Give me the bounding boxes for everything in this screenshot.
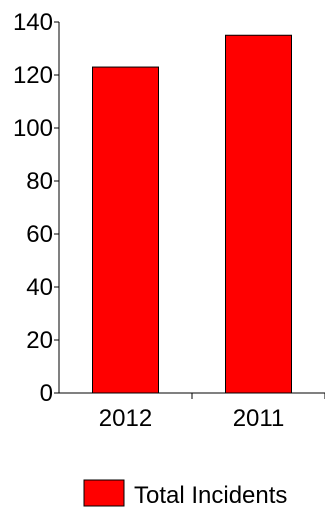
x-tick-label: 2012 <box>99 405 152 432</box>
y-tick-label: 20 <box>26 327 53 354</box>
bar-series <box>92 34 292 394</box>
bar-2012 <box>92 66 159 394</box>
bar-2011 <box>225 34 292 394</box>
legend-swatch <box>83 479 125 507</box>
y-axis-ticks: 0 20 40 60 80 100 120 140 <box>13 9 59 407</box>
y-tick-label: 40 <box>26 274 53 301</box>
x-axis-ticks: 2012 2011 <box>99 393 325 432</box>
y-tick-label: 0 <box>40 380 53 407</box>
y-tick-label: 80 <box>26 168 53 195</box>
y-tick-label: 100 <box>13 115 53 142</box>
legend-label: Total Incidents <box>134 482 287 508</box>
legend: Total Incidents <box>83 479 287 508</box>
x-tick-label: 2011 <box>233 405 285 432</box>
y-tick-label: 120 <box>13 62 53 89</box>
y-tick-label: 60 <box>26 221 53 248</box>
y-tick-label: 140 <box>13 9 53 36</box>
